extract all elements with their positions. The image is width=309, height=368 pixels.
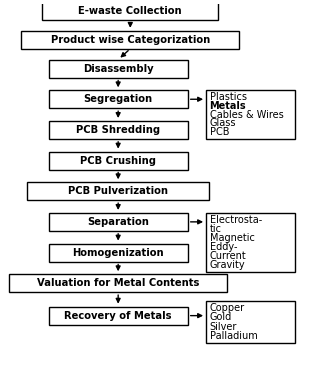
FancyBboxPatch shape (206, 213, 295, 272)
Text: tic: tic (210, 224, 222, 234)
FancyBboxPatch shape (49, 244, 188, 262)
FancyBboxPatch shape (42, 2, 218, 20)
Text: PCB Shredding: PCB Shredding (76, 125, 160, 135)
Text: Eddy-: Eddy- (210, 242, 237, 252)
Text: E-waste Collection: E-waste Collection (78, 6, 182, 16)
Text: Homogenization: Homogenization (72, 248, 164, 258)
Text: Palladium: Palladium (210, 331, 257, 341)
Text: Silver: Silver (210, 322, 237, 332)
Text: Gravity: Gravity (210, 261, 245, 270)
FancyBboxPatch shape (206, 90, 295, 139)
Text: Glass: Glass (210, 118, 236, 128)
FancyBboxPatch shape (49, 152, 188, 170)
Text: PCB Crushing: PCB Crushing (80, 156, 156, 166)
Text: Valuation for Metal Contents: Valuation for Metal Contents (37, 278, 199, 288)
FancyBboxPatch shape (49, 90, 188, 108)
Text: Segregation: Segregation (84, 94, 153, 104)
Text: Recovery of Metals: Recovery of Metals (64, 311, 172, 321)
FancyBboxPatch shape (49, 60, 188, 78)
Text: Product wise Categorization: Product wise Categorization (51, 35, 210, 45)
FancyBboxPatch shape (27, 182, 209, 200)
Text: PCB Pulverization: PCB Pulverization (68, 186, 168, 196)
FancyBboxPatch shape (9, 274, 227, 292)
FancyBboxPatch shape (49, 121, 188, 139)
FancyBboxPatch shape (49, 213, 188, 231)
Text: Metals: Metals (210, 101, 246, 111)
Text: Separation: Separation (87, 217, 149, 227)
Text: Magnetic: Magnetic (210, 233, 255, 243)
FancyBboxPatch shape (21, 31, 239, 49)
Text: PCB: PCB (210, 127, 229, 137)
Text: Current: Current (210, 251, 246, 261)
FancyBboxPatch shape (206, 301, 295, 343)
Text: Cables & Wires: Cables & Wires (210, 110, 283, 120)
Text: Copper: Copper (210, 303, 245, 313)
Text: Electrosta-: Electrosta- (210, 215, 262, 225)
Text: Disassembly: Disassembly (83, 64, 154, 74)
Text: Plastics: Plastics (210, 92, 247, 102)
Text: Gold: Gold (210, 312, 232, 322)
FancyBboxPatch shape (49, 307, 188, 325)
